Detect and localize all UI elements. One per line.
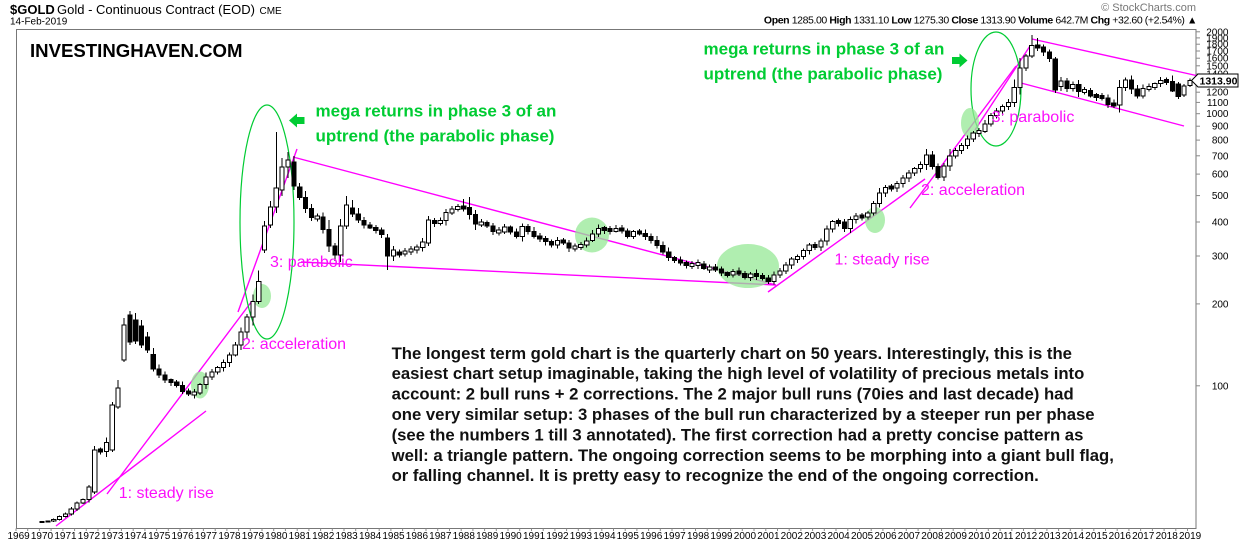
svg-text:300: 300	[1212, 252, 1229, 263]
svg-text:1981: 1981	[289, 531, 312, 542]
svg-text:1986: 1986	[406, 531, 429, 542]
svg-text:1989: 1989	[476, 531, 499, 542]
svg-text:2010: 2010	[968, 531, 991, 542]
svg-text:600: 600	[1212, 170, 1229, 181]
svg-text:2003: 2003	[804, 531, 827, 542]
svg-text:14-Feb-2019: 14-Feb-2019	[10, 17, 68, 28]
svg-text:900: 900	[1212, 122, 1229, 133]
svg-text:2007: 2007	[898, 531, 921, 542]
svg-text:mega returns in phase 3 of an: mega returns in phase 3 of an	[704, 39, 945, 58]
svg-text:account: 2 bull runs + 2 corre: account: 2 bull runs + 2 corrections. Th…	[392, 385, 1074, 404]
svg-text:2005: 2005	[851, 531, 874, 542]
svg-text:1969: 1969	[7, 531, 30, 542]
svg-text:1988: 1988	[453, 531, 476, 542]
svg-text:Open 1285.00 High 1331.10 Low: Open 1285.00 High 1331.10 Low 1275.30 Cl…	[764, 15, 1197, 27]
svg-text:1: steady rise: 1: steady rise	[119, 485, 214, 502]
svg-text:1987: 1987	[429, 531, 452, 542]
svg-text:easiest chart setup imaginable: easiest chart setup imaginable, taking t…	[392, 364, 1085, 383]
svg-text:3: parabolic: 3: parabolic	[992, 109, 1075, 126]
svg-text:2012: 2012	[1015, 531, 1038, 542]
svg-text:1000: 1000	[1206, 109, 1229, 120]
svg-text:1982: 1982	[312, 531, 335, 542]
svg-text:© StockCharts.com: © StockCharts.com	[1101, 2, 1196, 14]
svg-text:1100: 1100	[1207, 98, 1229, 109]
svg-text:2000: 2000	[1206, 27, 1229, 38]
svg-text:2: acceleration: 2: acceleration	[921, 182, 1025, 199]
svg-text:1900: 1900	[1206, 33, 1229, 44]
svg-text:1984: 1984	[359, 531, 382, 542]
svg-text:1991: 1991	[523, 531, 546, 542]
svg-text:1999: 1999	[710, 531, 733, 542]
svg-text:2004: 2004	[827, 531, 850, 542]
svg-text:The longest term gold chart is: The longest term gold chart is the quart…	[392, 344, 1072, 363]
svg-text:2009: 2009	[945, 531, 968, 542]
svg-text:Gold - Continuous Contract (EO: Gold - Continuous Contract (EOD)	[57, 2, 255, 17]
svg-text:100: 100	[1212, 381, 1229, 392]
svg-text:1700: 1700	[1206, 47, 1229, 58]
svg-text:1979: 1979	[242, 531, 265, 542]
svg-text:2019: 2019	[1179, 531, 1202, 542]
svg-text:2001: 2001	[757, 531, 780, 542]
svg-text:1975: 1975	[148, 531, 171, 542]
svg-text:uptrend (the parabolic phase): uptrend (the parabolic phase)	[704, 64, 943, 83]
svg-text:1972: 1972	[78, 531, 101, 542]
svg-text:uptrend (the parabolic phase): uptrend (the parabolic phase)	[316, 126, 555, 145]
svg-text:2018: 2018	[1156, 531, 1179, 542]
svg-text:800: 800	[1212, 136, 1229, 147]
svg-text:1971: 1971	[54, 531, 77, 542]
svg-text:1998: 1998	[687, 531, 710, 542]
svg-text:2002: 2002	[781, 531, 804, 542]
svg-text:2014: 2014	[1062, 531, 1085, 542]
svg-text:500: 500	[1212, 191, 1229, 202]
svg-text:CME: CME	[260, 6, 283, 17]
svg-text:2: acceleration: 2: acceleration	[242, 336, 346, 353]
svg-text:1993: 1993	[570, 531, 593, 542]
svg-text:400: 400	[1212, 218, 1229, 229]
svg-text:1997: 1997	[663, 531, 686, 542]
svg-text:1973: 1973	[101, 531, 124, 542]
svg-text:INVESTINGHAVEN.COM: INVESTINGHAVEN.COM	[30, 40, 242, 61]
svg-text:1996: 1996	[640, 531, 663, 542]
svg-text:200: 200	[1212, 299, 1229, 310]
svg-text:1992: 1992	[546, 531, 569, 542]
svg-text:$GOLD: $GOLD	[10, 2, 55, 17]
svg-text:2008: 2008	[921, 531, 944, 542]
svg-text:or falling channel. It is pret: or falling channel. It is pretty easy to…	[392, 466, 1039, 485]
svg-text:1974: 1974	[125, 531, 148, 542]
svg-text:2006: 2006	[874, 531, 897, 542]
svg-text:1990: 1990	[499, 531, 522, 542]
svg-text:3: parabolic: 3: parabolic	[270, 254, 353, 271]
svg-text:one very similar setup: 3 phas: one very similar setup: 3 phases of the …	[392, 405, 1095, 424]
svg-text:1600: 1600	[1206, 54, 1229, 65]
svg-text:1983: 1983	[335, 531, 358, 542]
svg-text:well: a triangle pattern. The: well: a triangle pattern. The ongoing co…	[391, 446, 1114, 465]
svg-text:1200: 1200	[1206, 88, 1229, 99]
svg-text:(see the numbers 1 till 3 anno: (see the numbers 1 till 3 annotated). Th…	[392, 425, 1084, 444]
svg-text:2011: 2011	[992, 531, 1014, 542]
svg-text:2000: 2000	[734, 531, 757, 542]
svg-text:1994: 1994	[593, 531, 616, 542]
svg-text:2016: 2016	[1109, 531, 1132, 542]
svg-text:1977: 1977	[195, 531, 218, 542]
svg-text:mega returns in phase 3 of an: mega returns in phase 3 of an	[316, 101, 557, 120]
svg-text:1980: 1980	[265, 531, 288, 542]
svg-text:2013: 2013	[1038, 531, 1061, 542]
svg-text:2017: 2017	[1132, 531, 1155, 542]
svg-text:1985: 1985	[382, 531, 405, 542]
svg-text:1995: 1995	[617, 531, 640, 542]
svg-text:1800: 1800	[1206, 40, 1229, 51]
svg-text:1978: 1978	[218, 531, 241, 542]
svg-text:1976: 1976	[171, 531, 194, 542]
svg-text:1500: 1500	[1206, 61, 1229, 72]
svg-text:1970: 1970	[31, 531, 54, 542]
svg-text:1313.90: 1313.90	[1200, 75, 1238, 87]
svg-text:1: steady rise: 1: steady rise	[835, 252, 930, 269]
svg-text:2015: 2015	[1085, 531, 1108, 542]
svg-text:700: 700	[1212, 151, 1229, 162]
